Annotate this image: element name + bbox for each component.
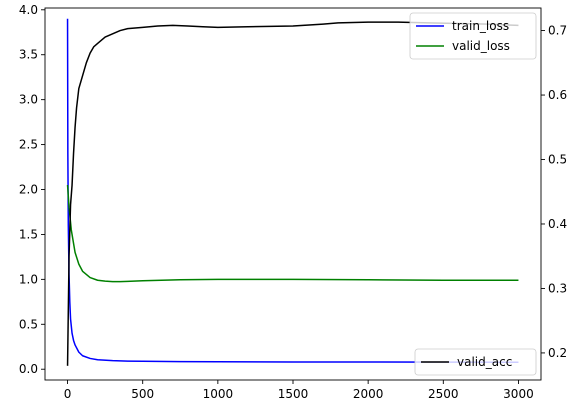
- y-tick-label: 2.5: [19, 138, 38, 152]
- series-line-valid-acc: [66, 21, 519, 366]
- y-tick-label: 0.0: [19, 362, 38, 376]
- legend-right-axis: [414, 348, 537, 376]
- y-tick-label: 3.0: [19, 93, 38, 107]
- x-tick-label: 3000: [503, 387, 534, 401]
- y-tick-label: 4.0: [19, 3, 38, 17]
- y2-tick-label: 0.7: [548, 24, 567, 38]
- series-line-valid-loss: [66, 184, 519, 283]
- y2-tick-label: 0.6: [548, 88, 567, 102]
- y2-tick-label: 0.2: [548, 346, 567, 360]
- y2-tick-label: 0.3: [548, 281, 567, 295]
- y-tick-label: 3.5: [19, 48, 38, 62]
- legend-left-axis: [409, 12, 537, 60]
- series-line-train-loss: [66, 18, 519, 363]
- x-tick-label: 2000: [353, 387, 384, 401]
- x-tick-label: 500: [131, 387, 154, 401]
- legend-label-valid-acc: valid_acc: [457, 355, 512, 369]
- legend-label-valid-loss: valid_loss: [452, 39, 510, 53]
- x-tick-label: 0: [64, 387, 72, 401]
- y-tick-label: 1.0: [19, 272, 38, 286]
- y2-tick-label: 0.5: [548, 153, 567, 167]
- y-tick-label: 0.5: [19, 317, 38, 331]
- x-tick-label: 1500: [278, 387, 309, 401]
- y2-tick-label: 0.4: [548, 217, 567, 231]
- y-tick-label: 2.0: [19, 183, 38, 197]
- y-tick-label: 1.5: [19, 227, 38, 241]
- x-tick-label: 1000: [203, 387, 234, 401]
- x-tick-label: 2500: [428, 387, 459, 401]
- legend-label-train-loss: train_loss: [452, 19, 509, 33]
